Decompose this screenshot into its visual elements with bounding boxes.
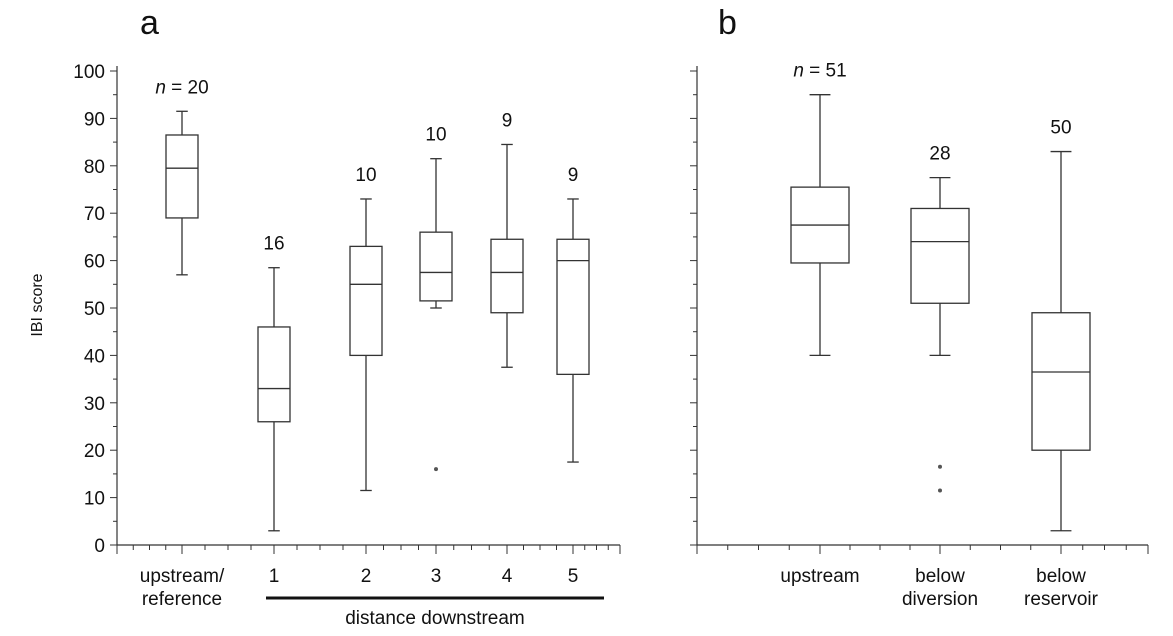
y-tick-label: 0 xyxy=(94,536,105,557)
n-label: 50 xyxy=(1050,118,1071,139)
category-label: 2 xyxy=(361,566,372,587)
category-label: 3 xyxy=(431,566,442,587)
y-tick-label: 20 xyxy=(84,441,105,462)
n-label: 9 xyxy=(502,110,513,131)
box-3: 10 2 xyxy=(349,165,383,587)
group-label: distance downstream xyxy=(345,608,525,629)
y-tick-label: 90 xyxy=(84,109,105,130)
y-tick-label: 60 xyxy=(84,252,105,273)
category-label: upstream xyxy=(780,566,859,587)
box-6: 95 xyxy=(556,165,590,587)
y-tick-label: 30 xyxy=(84,394,105,415)
iqr-box xyxy=(349,245,383,357)
panel-b-label: b xyxy=(718,4,737,42)
y-axis-label: IBI score xyxy=(29,273,46,336)
category-label: upstream/ xyxy=(140,566,225,587)
box-5: 94 xyxy=(490,110,524,587)
n-label: 10 xyxy=(355,165,376,186)
box-2: 16 1 xyxy=(257,234,291,587)
y-tick-label: 80 xyxy=(84,157,105,178)
category-label: diversion xyxy=(902,589,978,610)
iqr-box xyxy=(1031,312,1091,451)
n-label: 16 xyxy=(263,234,284,255)
category-label: below xyxy=(1036,566,1086,587)
iqr-box xyxy=(257,326,291,423)
category-label: 5 xyxy=(568,566,579,587)
outlier-point xyxy=(434,467,438,472)
outlier-point xyxy=(938,464,942,469)
y-tick-label: 50 xyxy=(84,299,105,320)
y-tick-label: 40 xyxy=(84,346,105,367)
category-label: below xyxy=(915,566,965,587)
y-tick-label: 100 xyxy=(73,62,105,83)
iqr-box xyxy=(556,238,590,376)
n-label: n = 51 xyxy=(793,61,846,82)
category-label: 1 xyxy=(269,566,280,587)
box-1: n = 51 upstream xyxy=(780,61,859,587)
iqr-box xyxy=(910,207,970,304)
iqr-box xyxy=(419,231,453,302)
iqr-box xyxy=(490,238,524,314)
n-label: 28 xyxy=(929,144,950,165)
outlier-point xyxy=(938,488,942,493)
box-4: 10 3 xyxy=(419,125,453,587)
category-label: 4 xyxy=(502,566,513,587)
y-tick-label: 10 xyxy=(84,489,105,510)
n-label: n = 20 xyxy=(155,77,208,98)
n-label: 9 xyxy=(568,165,579,186)
category-label: reference xyxy=(142,589,222,610)
y-tick-label: 70 xyxy=(84,204,105,225)
panel-a-label: a xyxy=(140,4,159,42)
box-1: n = 20 upstream/reference xyxy=(140,77,225,610)
category-label: reservoir xyxy=(1024,589,1099,610)
panel-a: 0 10 20 30 40 50 60 70 80 90 100 n = 20 upstream/ref… xyxy=(73,62,621,629)
iqr-box xyxy=(165,134,199,219)
panel-b: n = 51upstream28belowdiversion50belowres… xyxy=(690,61,1149,610)
n-label: 10 xyxy=(425,125,446,146)
